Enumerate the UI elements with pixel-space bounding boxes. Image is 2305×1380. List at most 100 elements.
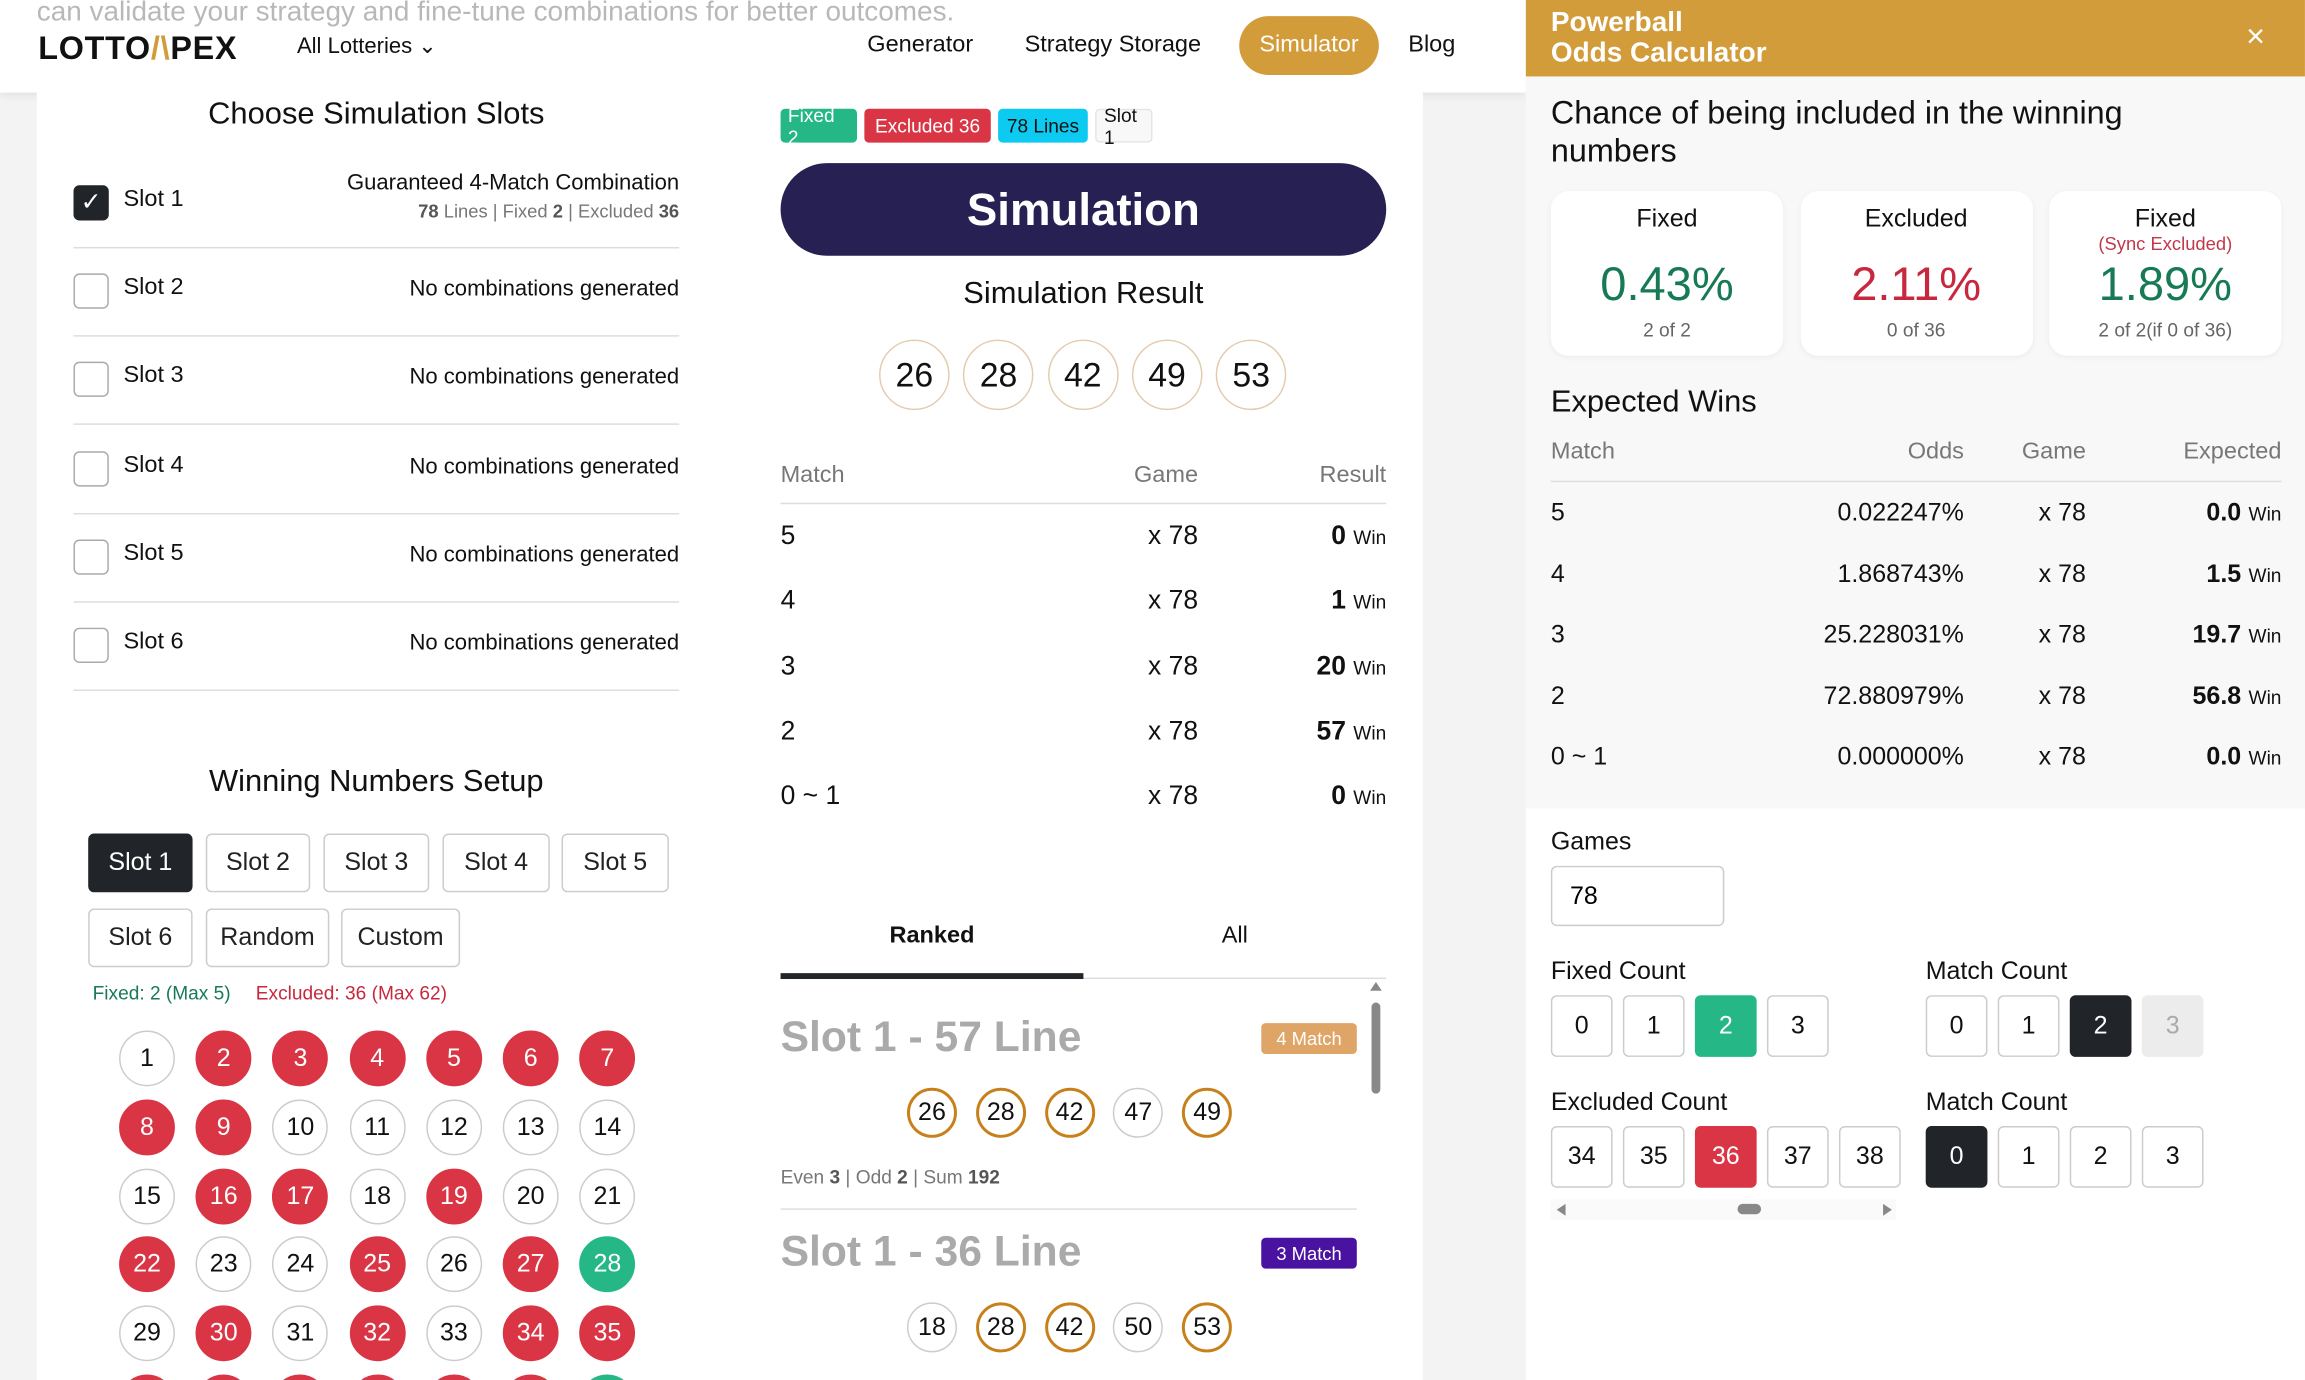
number-ball[interactable]: 21 [579, 1168, 636, 1224]
number-ball[interactable]: 7 [579, 1030, 636, 1087]
games-input[interactable] [1550, 865, 1725, 927]
number-ball[interactable]: 23 [195, 1236, 252, 1293]
setup-button-slot-3[interactable]: Slot 3 [323, 833, 430, 893]
number-ball[interactable]: 25 [349, 1236, 406, 1293]
tab-all[interactable]: All [1221, 923, 1248, 949]
number-ball[interactable]: 28 [579, 1236, 636, 1293]
slot-row: Slot 5 No combinations generated [73, 513, 680, 603]
line-stats: Even 3 | Odd 2 | Sum 192 [780, 1165, 1000, 1188]
fixed-count-option[interactable]: 2 [1694, 995, 1757, 1057]
number-ball[interactable]: 10 [272, 1099, 329, 1156]
number-ball[interactable]: 19 [426, 1168, 482, 1224]
match-count-option-2[interactable]: 0 [1925, 1126, 1988, 1188]
scroll-right-arrow[interactable] [1883, 1203, 1892, 1216]
setup-button-custom[interactable]: Custom [341, 908, 461, 968]
setup-button-slot-1[interactable]: Slot 1 [88, 833, 193, 893]
fixed-count-option[interactable]: 0 [1550, 995, 1613, 1057]
match-count-option[interactable]: 2 [2069, 995, 2132, 1057]
excluded-count-option[interactable]: 35 [1622, 1126, 1685, 1188]
number-ball[interactable]: 17 [272, 1168, 329, 1224]
game-cell: x 78 [2038, 559, 2086, 588]
number-ball[interactable]: 18 [349, 1168, 406, 1224]
number-ball[interactable]: 11 [349, 1099, 406, 1156]
slot-label: Slot 2 [123, 275, 184, 301]
fixed-count-option[interactable]: 3 [1766, 995, 1829, 1057]
match-count-option[interactable]: 0 [1925, 995, 1988, 1057]
fixed-count-option[interactable]: 1 [1622, 995, 1685, 1057]
line-title: Slot 1 - 36 Line [780, 1228, 1082, 1276]
scroll-up-arrow[interactable] [1370, 981, 1382, 991]
horizontal-scrollbar[interactable] [1550, 1199, 1897, 1221]
number-ball[interactable]: 27 [502, 1236, 559, 1293]
match-count-option[interactable]: 1 [1997, 995, 2060, 1057]
number-ball[interactable]: 13 [502, 1099, 559, 1156]
match-count-option-2[interactable]: 2 [2069, 1126, 2132, 1188]
number-ball[interactable]: 26 [426, 1236, 482, 1293]
number-ball[interactable]: 1 [119, 1030, 175, 1087]
slot-row: Slot 6 No combinations generated [73, 601, 680, 691]
expected-cell: 56.8 Win [2192, 681, 2282, 710]
number-ball[interactable]: 34 [502, 1305, 559, 1362]
slot-checkbox[interactable] [73, 627, 109, 663]
nav-strategy-storage[interactable]: Strategy Storage [1024, 32, 1202, 58]
tab-ranked[interactable]: Ranked [889, 923, 975, 949]
expected-wins-heading: Expected Wins [1550, 385, 1757, 419]
excluded-count-option[interactable]: 38 [1838, 1126, 1901, 1188]
number-ball[interactable]: 9 [195, 1099, 252, 1156]
setup-button-slot-4[interactable]: Slot 4 [442, 833, 550, 893]
number-ball[interactable]: 16 [195, 1168, 252, 1224]
result-cell: 57 Win [1316, 715, 1387, 746]
scroll-thumb[interactable] [1737, 1203, 1762, 1215]
slot-checkbox[interactable] [73, 362, 109, 398]
number-ball[interactable]: 22 [119, 1236, 175, 1293]
nav-simulator[interactable]: Simulator [1239, 16, 1379, 75]
game-cell: x 78 [1148, 715, 1199, 746]
excluded-count-option[interactable]: 34 [1550, 1126, 1613, 1188]
chance-heading: Chance of being included in the winning … [1550, 94, 2123, 170]
setup-button-slot-2[interactable]: Slot 2 [205, 833, 311, 893]
number-ball[interactable]: 14 [579, 1099, 636, 1156]
match-count-option-2[interactable]: 1 [1997, 1126, 2060, 1188]
number-ball[interactable]: 33 [426, 1305, 482, 1362]
number-ball[interactable]: 15 [119, 1168, 175, 1224]
number-ball[interactable]: 12 [426, 1099, 482, 1156]
number-ball[interactable]: 31 [272, 1305, 329, 1362]
number-ball[interactable]: 3 [272, 1030, 329, 1087]
match-count-option[interactable]: 3 [2141, 995, 2204, 1057]
number-ball[interactable]: 24 [272, 1236, 329, 1293]
nav-blog[interactable]: Blog [1408, 32, 1456, 58]
odds-card: Fixed (Sync Excluded) 1.89% 2 of 2(if 0 of … [2049, 191, 2282, 356]
number-ball[interactable]: 35 [579, 1305, 636, 1362]
number-ball[interactable]: 5 [426, 1030, 482, 1087]
number-ball[interactable]: 29 [119, 1305, 175, 1362]
scroll-left-arrow[interactable] [1556, 1203, 1566, 1216]
slot-checkbox[interactable] [73, 450, 109, 486]
match-count-option-2[interactable]: 3 [2141, 1126, 2204, 1188]
match-count-label-2: Match Count [1925, 1087, 2068, 1116]
all-lotteries-menu[interactable]: All Lotteries ⌄ [297, 32, 437, 59]
excluded-count-option[interactable]: 37 [1766, 1126, 1829, 1188]
line-ball: 26 [906, 1087, 957, 1138]
excluded-count-option[interactable]: 36 [1694, 1126, 1757, 1188]
number-ball[interactable]: 30 [195, 1305, 252, 1362]
slot-checkbox[interactable] [73, 539, 109, 575]
logo[interactable]: LOTTO/\PEX [38, 29, 238, 67]
list-scrollbar[interactable] [1371, 1002, 1381, 1094]
excluded-count-text: Excluded: 36 (Max 62) [255, 981, 447, 1005]
setup-button-slot-5[interactable]: Slot 5 [561, 833, 669, 893]
number-ball[interactable]: 2 [195, 1030, 252, 1087]
slot-checkbox[interactable] [73, 273, 109, 309]
simulation-button[interactable]: Simulation [780, 163, 1387, 256]
number-ball[interactable]: 6 [502, 1030, 559, 1087]
slot-row: ✓ Slot 1 Guaranteed 4-Match Combination 78 … [73, 159, 680, 249]
checkbox-checked-icon[interactable]: ✓ [73, 185, 109, 221]
expected-cell: 1.5 Win [2206, 559, 2282, 588]
number-ball[interactable]: 20 [502, 1168, 559, 1224]
close-icon[interactable]: × [2246, 17, 2266, 55]
number-ball[interactable]: 4 [349, 1030, 406, 1087]
nav-generator[interactable]: Generator [867, 32, 974, 58]
setup-button-random[interactable]: Random [205, 908, 330, 968]
setup-button-slot-6[interactable]: Slot 6 [88, 908, 193, 968]
number-ball[interactable]: 32 [349, 1305, 406, 1362]
number-ball[interactable]: 8 [119, 1099, 175, 1156]
